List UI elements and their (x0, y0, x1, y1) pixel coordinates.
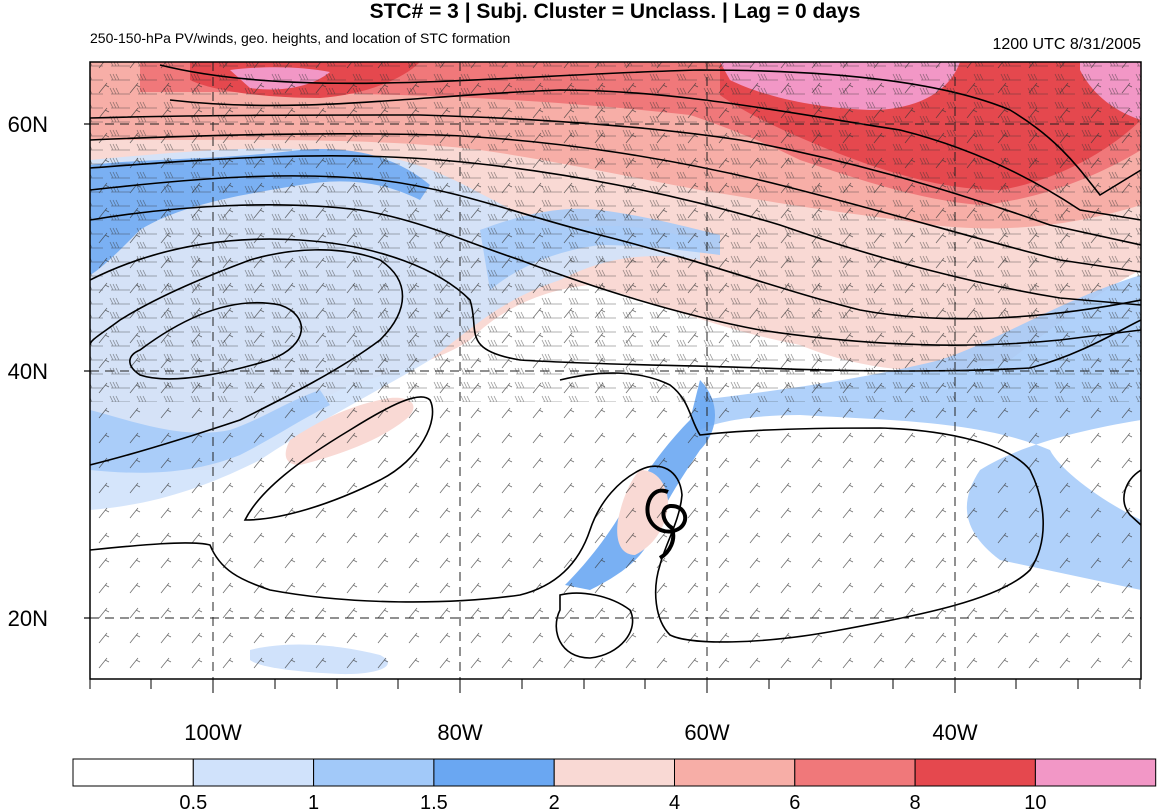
colorbar-label: 2 (549, 792, 560, 812)
colorbar-label: 10 (1024, 792, 1046, 812)
lon-minor-ticks (89, 679, 1141, 693)
lat-label-40n: 40N (8, 359, 48, 384)
colorbar-swatch (553, 758, 676, 787)
lon-label-40w: 40W (932, 720, 977, 745)
wind-barbs-strong (90, 62, 1141, 402)
lon-label-60w: 60W (684, 720, 729, 745)
colorbar-swatches (72, 758, 1157, 787)
colorbar-label: 0.5 (179, 792, 207, 812)
colorbar-swatch (313, 758, 435, 787)
colorbar-swatch (1034, 758, 1157, 787)
height-contours (90, 64, 1141, 659)
colorbar-swatch (72, 758, 194, 787)
lat-label-20n: 20N (8, 606, 48, 631)
colorbar-swatch (433, 758, 555, 787)
lon-label-100w: 100W (184, 720, 242, 745)
colorbar-label: 1 (308, 792, 319, 812)
colorbar-label: 6 (789, 792, 800, 812)
map-panel (90, 62, 1141, 679)
figure-title: STC# = 3 | Subj. Cluster = Unclass. | La… (370, 0, 861, 23)
lon-axis: 100W 80W 60W 40W (89, 679, 1141, 745)
lon-label-80w: 80W (437, 720, 482, 745)
colorbar-label: 8 (910, 792, 921, 812)
figure-subtitle: 250-150-hPa PV/winds, geo. heights, and … (90, 30, 510, 46)
lat-label-60n: 60N (8, 112, 48, 137)
map-grid (90, 62, 1141, 679)
storm-formation-icon (645, 488, 688, 560)
colorbar-swatch (192, 758, 315, 787)
colorbar-swatch (674, 758, 796, 787)
colorbar: 0.5 1 1.5 2 4 6 8 10 (72, 758, 1157, 812)
colorbar-swatch (914, 758, 1036, 787)
lat-axis: 60N 40N 20N (8, 112, 90, 631)
colorbar-labels: 0.5 1 1.5 2 4 6 8 10 (179, 792, 1046, 812)
colorbar-label: 4 (669, 792, 680, 812)
valid-time: 1200 UTC 8/31/2005 (992, 36, 1141, 53)
colorbar-swatch (794, 758, 916, 787)
colorbar-label: 1.5 (420, 792, 448, 812)
